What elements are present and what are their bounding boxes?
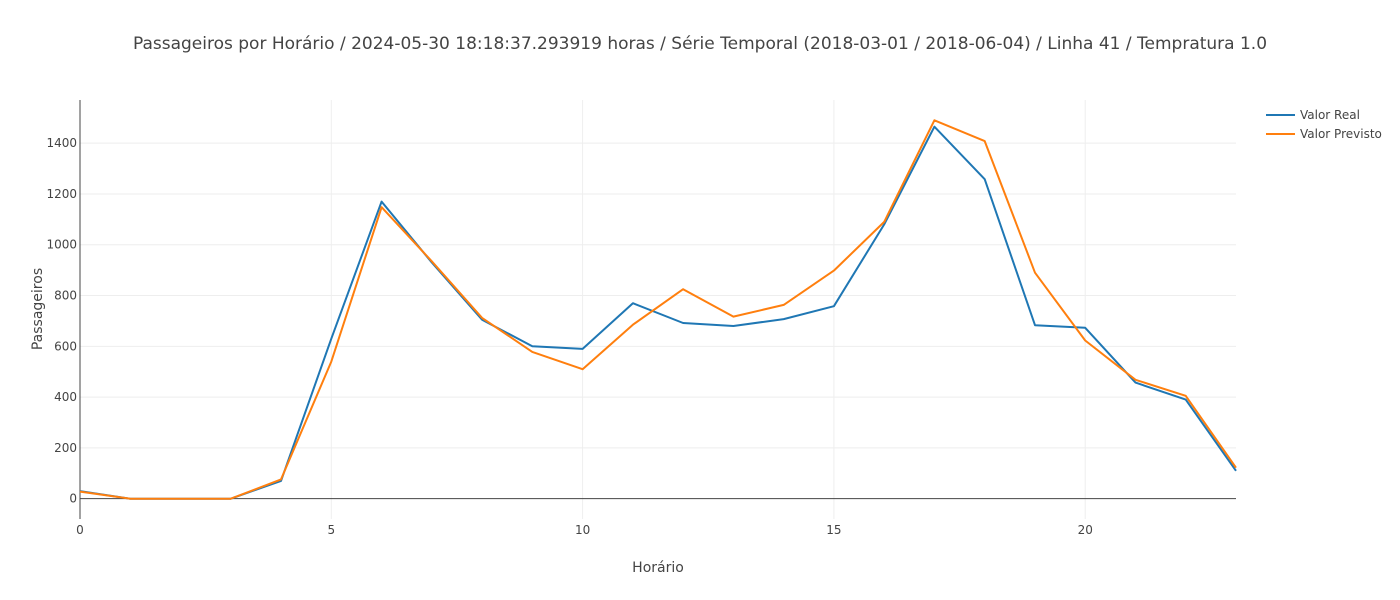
y-tick-label: 1200 [46, 187, 77, 201]
legend[interactable]: Valor Real Valor Previsto [1266, 108, 1382, 141]
x-tick-label: 15 [826, 523, 841, 537]
x-tick-label: 10 [575, 523, 590, 537]
y-tick-label: 600 [54, 339, 77, 353]
series-line-1[interactable] [79, 119, 1237, 500]
legend-item-1[interactable]: Valor Previsto [1266, 127, 1382, 141]
legend-label: Valor Real [1300, 108, 1360, 122]
x-tick-label: 20 [1078, 523, 1093, 537]
x-axis-title: Horário [632, 560, 684, 576]
chart-title: Passageiros por Horário / 2024-05-30 18:… [133, 34, 1267, 54]
x-tick-label: 0 [76, 523, 84, 537]
axes [79, 100, 1236, 519]
y-tick-label: 400 [54, 390, 77, 404]
y-tick-label: 0 [69, 492, 77, 506]
y-axis-title: Passageiros [30, 268, 46, 350]
legend-label: Valor Previsto [1300, 127, 1382, 141]
series-lines [79, 119, 1237, 500]
series-line-0[interactable] [79, 125, 1237, 500]
y-tick-label: 1400 [46, 136, 77, 150]
y-tick-label: 200 [54, 441, 77, 455]
grid [80, 100, 1236, 519]
y-tick-label: 1000 [46, 238, 77, 252]
legend-item-0[interactable]: Valor Real [1266, 108, 1360, 122]
y-tick-label: 800 [54, 289, 77, 303]
x-tick-label: 5 [327, 523, 335, 537]
